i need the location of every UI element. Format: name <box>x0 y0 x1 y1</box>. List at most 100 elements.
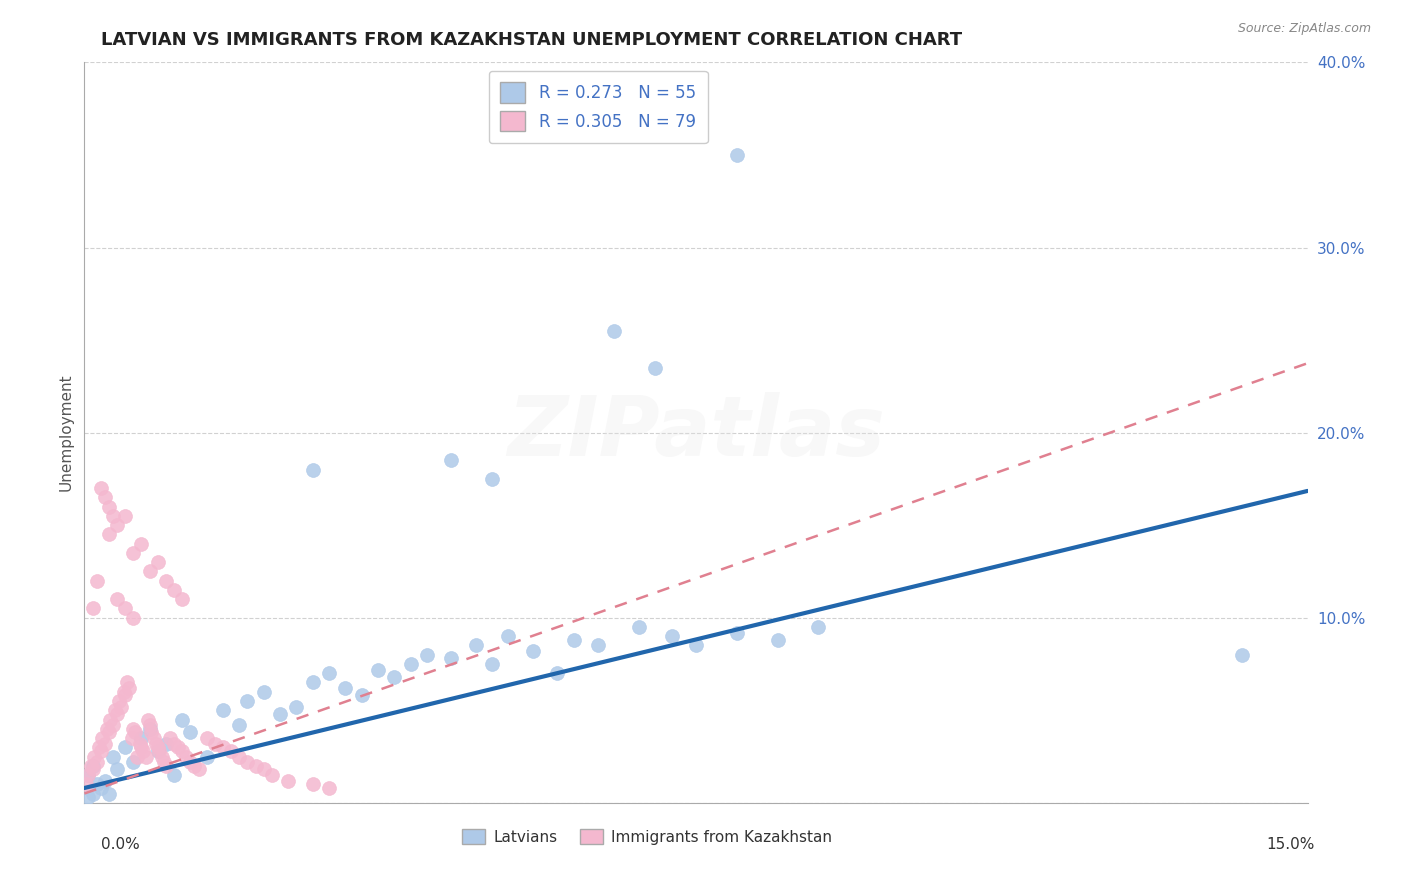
Point <box>603 324 626 338</box>
Point <box>97 787 120 801</box>
Point <box>301 675 323 690</box>
Point <box>269 706 291 721</box>
Point <box>91 731 114 745</box>
Point <box>150 749 173 764</box>
Point <box>86 755 108 769</box>
Point <box>138 722 160 736</box>
Point <box>546 666 568 681</box>
Point <box>114 508 136 523</box>
Point <box>114 689 136 703</box>
Point <box>122 610 145 624</box>
Point <box>498 629 520 643</box>
Point <box>155 737 177 751</box>
Text: 0.0%: 0.0% <box>101 838 141 852</box>
Point <box>105 592 128 607</box>
Point <box>135 749 157 764</box>
Text: 15.0%: 15.0% <box>1267 838 1315 852</box>
Point <box>82 787 104 801</box>
Text: LATVIAN VS IMMIGRANTS FROM KAZAKHSTAN UNEMPLOYMENT CORRELATION CHART: LATVIAN VS IMMIGRANTS FROM KAZAKHSTAN UN… <box>101 31 962 49</box>
Point <box>90 780 112 795</box>
Point <box>153 755 176 769</box>
Point <box>367 663 389 677</box>
Point <box>163 582 186 597</box>
Point <box>131 740 153 755</box>
Point <box>260 768 283 782</box>
Point <box>87 740 110 755</box>
Point <box>93 737 115 751</box>
Point <box>440 651 463 665</box>
Point <box>661 629 683 643</box>
Point <box>155 758 177 772</box>
Point <box>725 148 748 162</box>
Point <box>110 699 132 714</box>
Point <box>141 725 163 739</box>
Point <box>115 675 138 690</box>
Point <box>96 722 118 736</box>
Point <box>80 758 103 772</box>
Point <box>122 546 145 560</box>
Point <box>100 713 122 727</box>
Point <box>138 718 160 732</box>
Point <box>195 731 218 745</box>
Point <box>163 737 186 751</box>
Point <box>145 737 167 751</box>
Point <box>112 685 135 699</box>
Point <box>301 777 323 791</box>
Point <box>172 713 194 727</box>
Point <box>219 744 242 758</box>
Point <box>586 639 609 653</box>
Point <box>101 749 124 764</box>
Point <box>335 681 357 695</box>
Point <box>318 780 340 795</box>
Point <box>82 758 104 772</box>
Point <box>172 744 194 758</box>
Point <box>86 777 108 791</box>
Point <box>146 744 169 758</box>
Point <box>146 740 169 755</box>
Point <box>318 666 340 681</box>
Point <box>212 740 235 755</box>
Point <box>440 453 463 467</box>
Point <box>90 481 112 495</box>
Point <box>132 744 155 758</box>
Point <box>212 703 235 717</box>
Point <box>236 755 259 769</box>
Point <box>187 763 209 777</box>
Point <box>481 472 503 486</box>
Point <box>725 625 748 640</box>
Point <box>253 763 276 777</box>
Point <box>90 744 112 758</box>
Point <box>644 360 666 375</box>
Point <box>148 744 170 758</box>
Point <box>204 737 226 751</box>
Point <box>77 790 100 805</box>
Point <box>114 740 136 755</box>
Point <box>146 555 169 569</box>
Point <box>481 657 503 671</box>
Point <box>107 694 129 708</box>
Point <box>82 601 104 615</box>
Point <box>101 718 124 732</box>
Y-axis label: Unemployment: Unemployment <box>58 374 73 491</box>
Point <box>172 592 194 607</box>
Point <box>627 620 650 634</box>
Point <box>136 713 159 727</box>
Point <box>245 758 267 772</box>
Point <box>159 731 181 745</box>
Point <box>301 462 323 476</box>
Point <box>127 749 149 764</box>
Point <box>86 574 108 588</box>
Point <box>82 763 104 777</box>
Point <box>253 685 276 699</box>
Point <box>128 737 150 751</box>
Point <box>104 703 127 717</box>
Point <box>167 740 190 755</box>
Point <box>121 731 143 745</box>
Point <box>1232 648 1254 662</box>
Point <box>105 706 128 721</box>
Point <box>464 639 486 653</box>
Point <box>562 632 585 647</box>
Point <box>285 699 308 714</box>
Point <box>138 565 160 579</box>
Point <box>131 536 153 550</box>
